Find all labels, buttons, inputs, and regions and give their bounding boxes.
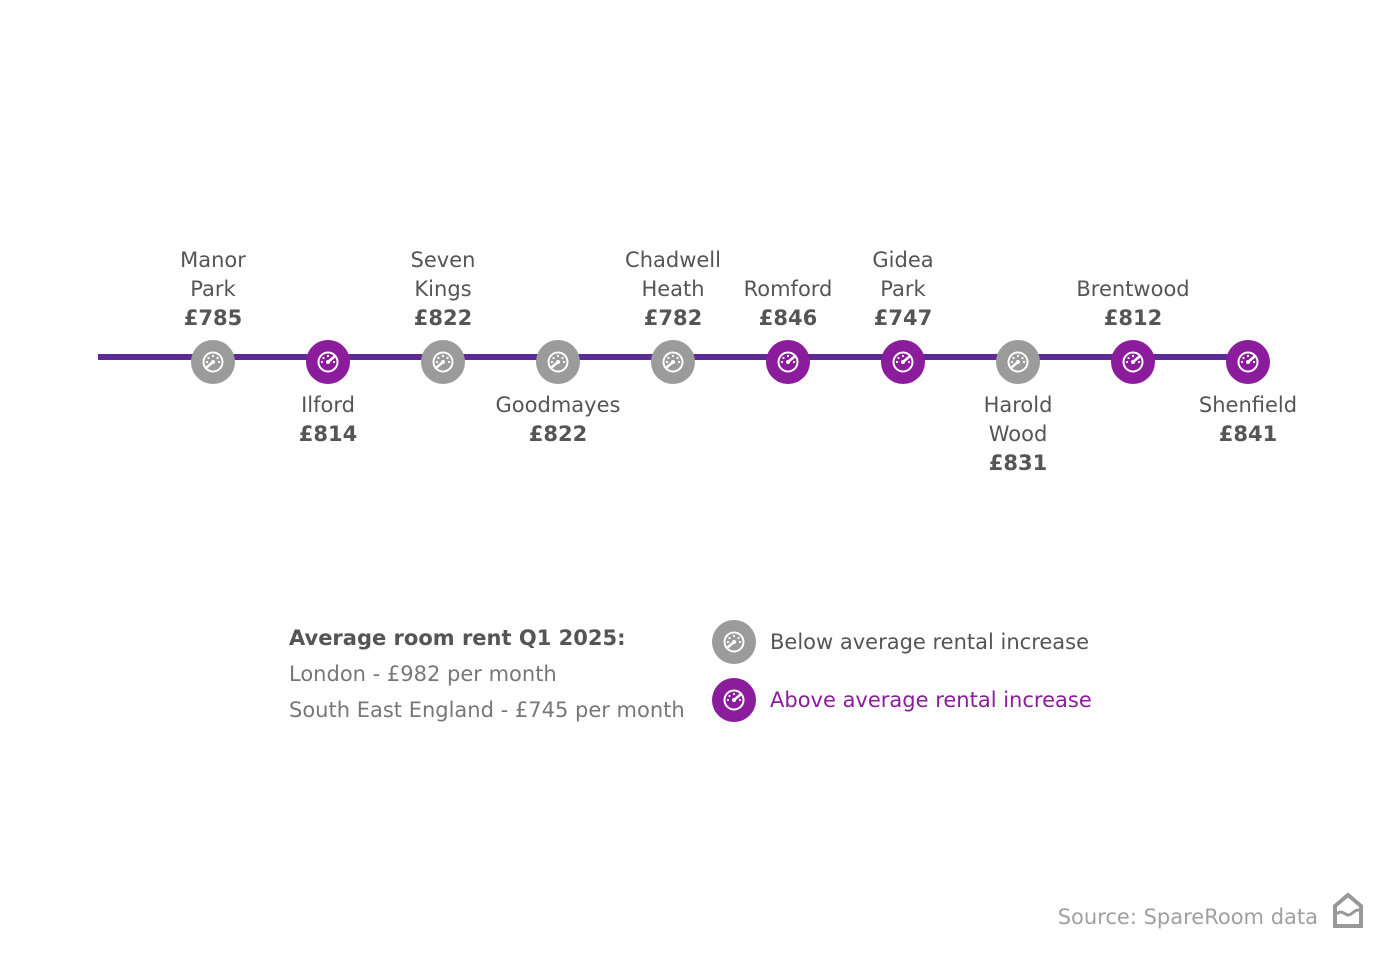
station-price: £822 bbox=[528, 422, 588, 446]
station-name: Harold bbox=[983, 393, 1053, 417]
station-name: Ilford bbox=[301, 393, 355, 417]
speedometer-icon bbox=[712, 620, 756, 664]
speedometer-icon bbox=[1236, 350, 1260, 374]
legend-below-label: Below average rental increase bbox=[770, 630, 1090, 654]
speedometer-icon bbox=[1121, 350, 1145, 374]
speedometer-icon bbox=[316, 350, 340, 374]
station-label: Goodmayes £822 bbox=[478, 391, 638, 449]
station-name: Romford bbox=[743, 277, 833, 301]
legend-below: Below average rental increase bbox=[712, 620, 1089, 664]
station-price: £814 bbox=[298, 422, 358, 446]
speedometer-icon bbox=[661, 350, 685, 374]
station-marker-below bbox=[536, 340, 580, 384]
station-label: Harold Wood £831 bbox=[938, 391, 1098, 478]
station-label: Chadwell Heath £782 bbox=[593, 246, 753, 333]
south-east-rent: South East England - £745 per month bbox=[289, 698, 685, 722]
station-price: £846 bbox=[758, 306, 818, 330]
station-name: Chadwell bbox=[625, 248, 721, 272]
station-name: Seven bbox=[410, 248, 476, 272]
speedometer-icon bbox=[1006, 350, 1030, 374]
station-marker-below bbox=[421, 340, 465, 384]
station-price: £822 bbox=[413, 306, 473, 330]
station-label: Gidea Park £747 bbox=[823, 246, 983, 333]
station-price: £812 bbox=[1103, 306, 1163, 330]
station-label: Ilford £814 bbox=[248, 391, 408, 449]
source-note: Source: SpareRoom data bbox=[1057, 905, 1318, 929]
speedometer-icon bbox=[891, 350, 915, 374]
average-rent-heading: Average room rent Q1 2025: bbox=[289, 626, 626, 650]
station-name: Park bbox=[880, 277, 926, 301]
station-name: Kings bbox=[414, 277, 472, 301]
station-price: £785 bbox=[183, 306, 243, 330]
speedometer-icon bbox=[546, 350, 570, 374]
station-label: Romford £846 bbox=[708, 275, 868, 333]
station-label: Seven Kings £822 bbox=[363, 246, 523, 333]
spareroom-house-icon bbox=[1332, 892, 1364, 932]
station-marker-above bbox=[1111, 340, 1155, 384]
speedometer-icon bbox=[712, 678, 756, 722]
station-marker-below bbox=[996, 340, 1040, 384]
station-name: Park bbox=[190, 277, 236, 301]
legend-above: Above average rental increase bbox=[712, 678, 1092, 722]
speedometer-icon bbox=[201, 350, 225, 374]
station-marker-above bbox=[881, 340, 925, 384]
station-marker-above bbox=[766, 340, 810, 384]
station-name: Gidea bbox=[872, 248, 934, 272]
station-name: Shenfield bbox=[1198, 393, 1298, 417]
station-name: Manor bbox=[180, 248, 246, 272]
station-marker-above bbox=[1226, 340, 1270, 384]
station-label: Manor Park £785 bbox=[133, 246, 293, 333]
london-rent: London - £982 per month bbox=[289, 662, 557, 686]
station-name: Heath bbox=[641, 277, 705, 301]
station-name: Wood bbox=[988, 422, 1048, 446]
speedometer-icon bbox=[431, 350, 455, 374]
speedometer-icon bbox=[776, 350, 800, 374]
legend-above-label: Above average rental increase bbox=[770, 688, 1092, 712]
station-name: Brentwood bbox=[1076, 277, 1190, 301]
station-marker-below bbox=[191, 340, 235, 384]
station-name: Goodmayes bbox=[495, 393, 621, 417]
station-label: Shenfield £841 bbox=[1168, 391, 1328, 449]
station-price: £831 bbox=[988, 451, 1048, 475]
station-price: £747 bbox=[873, 306, 933, 330]
station-label: Brentwood £812 bbox=[1053, 275, 1213, 333]
station-marker-below bbox=[651, 340, 695, 384]
station-marker-above bbox=[306, 340, 350, 384]
station-price: £782 bbox=[643, 306, 703, 330]
station-price: £841 bbox=[1218, 422, 1278, 446]
average-rent-info: Average room rent Q1 2025: London - £982… bbox=[289, 620, 685, 728]
